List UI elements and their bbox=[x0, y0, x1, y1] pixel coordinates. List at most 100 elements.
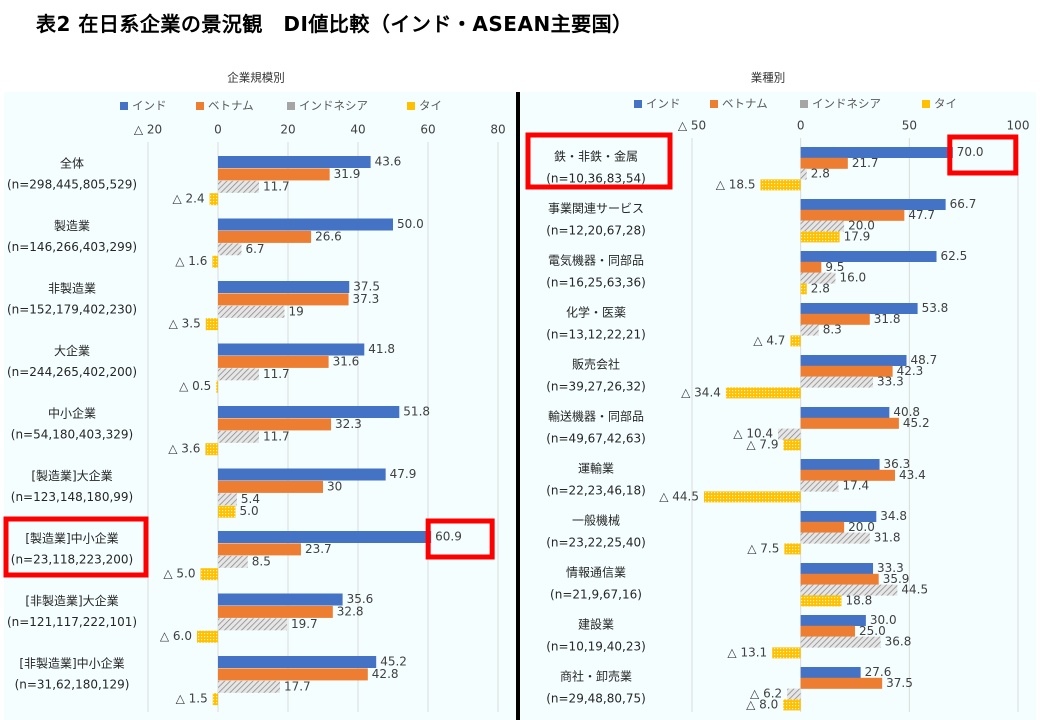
bar-インドネシア bbox=[800, 480, 839, 492]
category-n-label: (n=152,179,402,230) bbox=[7, 303, 137, 317]
category-n-label: (n=22,23,46,18) bbox=[546, 484, 646, 498]
bar-ベトナム bbox=[800, 573, 879, 585]
bar-インド bbox=[800, 147, 953, 158]
category-n-label: (n=244,265,402,200) bbox=[7, 365, 137, 379]
bar-インドネシア bbox=[800, 168, 807, 180]
category-label: 鉄・非鉄・金属 bbox=[554, 149, 638, 164]
bar-インド bbox=[800, 251, 937, 262]
category-label: [非製造業]中小企業 bbox=[19, 656, 124, 671]
data-label: 2.8 bbox=[811, 167, 830, 181]
category-label: 事業関連サービス bbox=[548, 202, 644, 216]
bar-タイ bbox=[783, 439, 801, 451]
data-label: △ 5.0 bbox=[163, 567, 195, 581]
data-label: 36.3 bbox=[884, 457, 911, 471]
bar-インド bbox=[218, 656, 377, 668]
data-label: 48.7 bbox=[911, 353, 938, 367]
data-label: 43.6 bbox=[375, 155, 402, 169]
legend-label: インドネシア bbox=[299, 99, 368, 113]
data-label: △ 3.5 bbox=[169, 317, 201, 331]
bar-ベトナム bbox=[800, 209, 905, 221]
category-label: [製造業]中小企業 bbox=[25, 531, 118, 546]
legend-label: インド bbox=[646, 97, 681, 111]
bar-ベトナム bbox=[218, 480, 323, 493]
data-label: △ 10.4 bbox=[733, 427, 773, 441]
data-label: 11.7 bbox=[263, 367, 290, 381]
legend-swatch bbox=[407, 102, 415, 110]
bar-インド bbox=[800, 407, 890, 418]
bar-ベトナム bbox=[218, 293, 349, 306]
bar-インド bbox=[218, 406, 400, 418]
category-label: 商社・卸売業 bbox=[560, 669, 632, 684]
bar-ベトナム bbox=[218, 605, 333, 618]
data-label: 25.0 bbox=[859, 624, 886, 638]
data-label: 35.9 bbox=[883, 572, 910, 586]
bar-タイ bbox=[790, 335, 801, 347]
category-label: 運輸業 bbox=[578, 461, 614, 476]
category-n-label: (n=121,117,222,101) bbox=[7, 615, 137, 629]
category-n-label: (n=49,67,42,63) bbox=[546, 432, 646, 446]
data-label: 30.0 bbox=[870, 613, 897, 627]
data-label: △ 18.5 bbox=[716, 177, 756, 191]
data-label: 26.6 bbox=[315, 229, 342, 243]
category-n-label: (n=31,62,180,129) bbox=[15, 678, 130, 692]
data-label: 23.7 bbox=[305, 542, 332, 556]
bar-インド bbox=[218, 343, 365, 356]
highlight-category-box bbox=[3, 516, 149, 578]
data-label: 47.9 bbox=[390, 467, 417, 481]
category-label: 情報通信業 bbox=[566, 566, 626, 580]
data-label: 17.4 bbox=[842, 479, 869, 493]
category-label: 非製造業 bbox=[48, 282, 96, 296]
tick-label: △ 20 bbox=[134, 123, 162, 137]
data-label: 20.0 bbox=[848, 219, 875, 233]
category-n-label: (n=23,22,25,40) bbox=[546, 536, 646, 550]
legend-label: タイ bbox=[419, 99, 442, 113]
bar-インドネシア bbox=[800, 584, 898, 596]
bar-ベトナム bbox=[800, 625, 855, 637]
data-label: 60.9 bbox=[435, 530, 462, 544]
bar-インド bbox=[800, 459, 880, 470]
category-n-label: (n=12,20,67,28) bbox=[546, 224, 646, 238]
highlight-value-box bbox=[947, 134, 1019, 176]
data-label: 32.8 bbox=[337, 604, 364, 618]
bar-インド bbox=[218, 156, 371, 168]
category-label: 輸送機器・同部品 bbox=[548, 409, 644, 424]
legend-swatch bbox=[120, 102, 128, 110]
bar-インドネシア bbox=[800, 220, 845, 232]
page-title: 表2 在日系企業の景況観 DI値比較（インド・ASEAN主要国） bbox=[36, 12, 633, 36]
bar-タイ bbox=[725, 387, 801, 399]
data-label: 32.3 bbox=[335, 417, 362, 431]
bar-ベトナム bbox=[218, 355, 329, 368]
data-label: △ 34.4 bbox=[681, 385, 721, 399]
data-label: △ 0.5 bbox=[179, 379, 211, 393]
legend-swatch bbox=[287, 102, 295, 110]
data-label: △ 1.6 bbox=[175, 254, 207, 268]
category-n-label: (n=298,445,805,529) bbox=[7, 178, 137, 192]
bar-インドネシア bbox=[218, 680, 280, 693]
legend-label: ベトナム bbox=[722, 97, 768, 111]
data-label: 6.7 bbox=[245, 242, 264, 256]
bar-タイ bbox=[218, 505, 236, 518]
panel-divider bbox=[516, 92, 520, 720]
bar-インドネシア bbox=[218, 305, 285, 318]
data-label: 47.7 bbox=[908, 208, 935, 222]
data-label: 31.9 bbox=[334, 167, 361, 181]
category-n-label: (n=146,266,403,299) bbox=[7, 240, 137, 254]
data-label: 41.8 bbox=[368, 342, 395, 356]
data-label: 43.4 bbox=[899, 468, 926, 482]
data-label: 37.3 bbox=[353, 292, 380, 306]
category-label: 製造業 bbox=[54, 219, 90, 233]
data-label: 31.6 bbox=[333, 354, 360, 368]
tick-label: 20 bbox=[280, 123, 295, 137]
category-n-label: (n=16,25,63,36) bbox=[546, 276, 646, 290]
data-label: 16.0 bbox=[839, 271, 866, 285]
bar-インドネシア bbox=[800, 636, 881, 648]
data-label: 34.8 bbox=[880, 509, 907, 523]
legend-label: ベトナム bbox=[208, 99, 254, 113]
category-n-label: (n=39,27,26,32) bbox=[546, 380, 646, 394]
data-label: 5.0 bbox=[240, 504, 259, 518]
data-label: 37.5 bbox=[886, 676, 913, 690]
bar-インドネシア bbox=[787, 688, 801, 700]
bar-インド bbox=[218, 218, 393, 231]
bar-タイ bbox=[205, 318, 218, 331]
